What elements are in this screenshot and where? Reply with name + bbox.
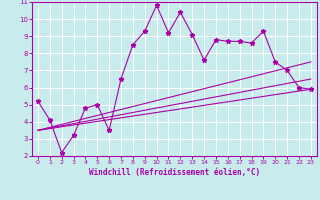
X-axis label: Windchill (Refroidissement éolien,°C): Windchill (Refroidissement éolien,°C) bbox=[89, 168, 260, 177]
